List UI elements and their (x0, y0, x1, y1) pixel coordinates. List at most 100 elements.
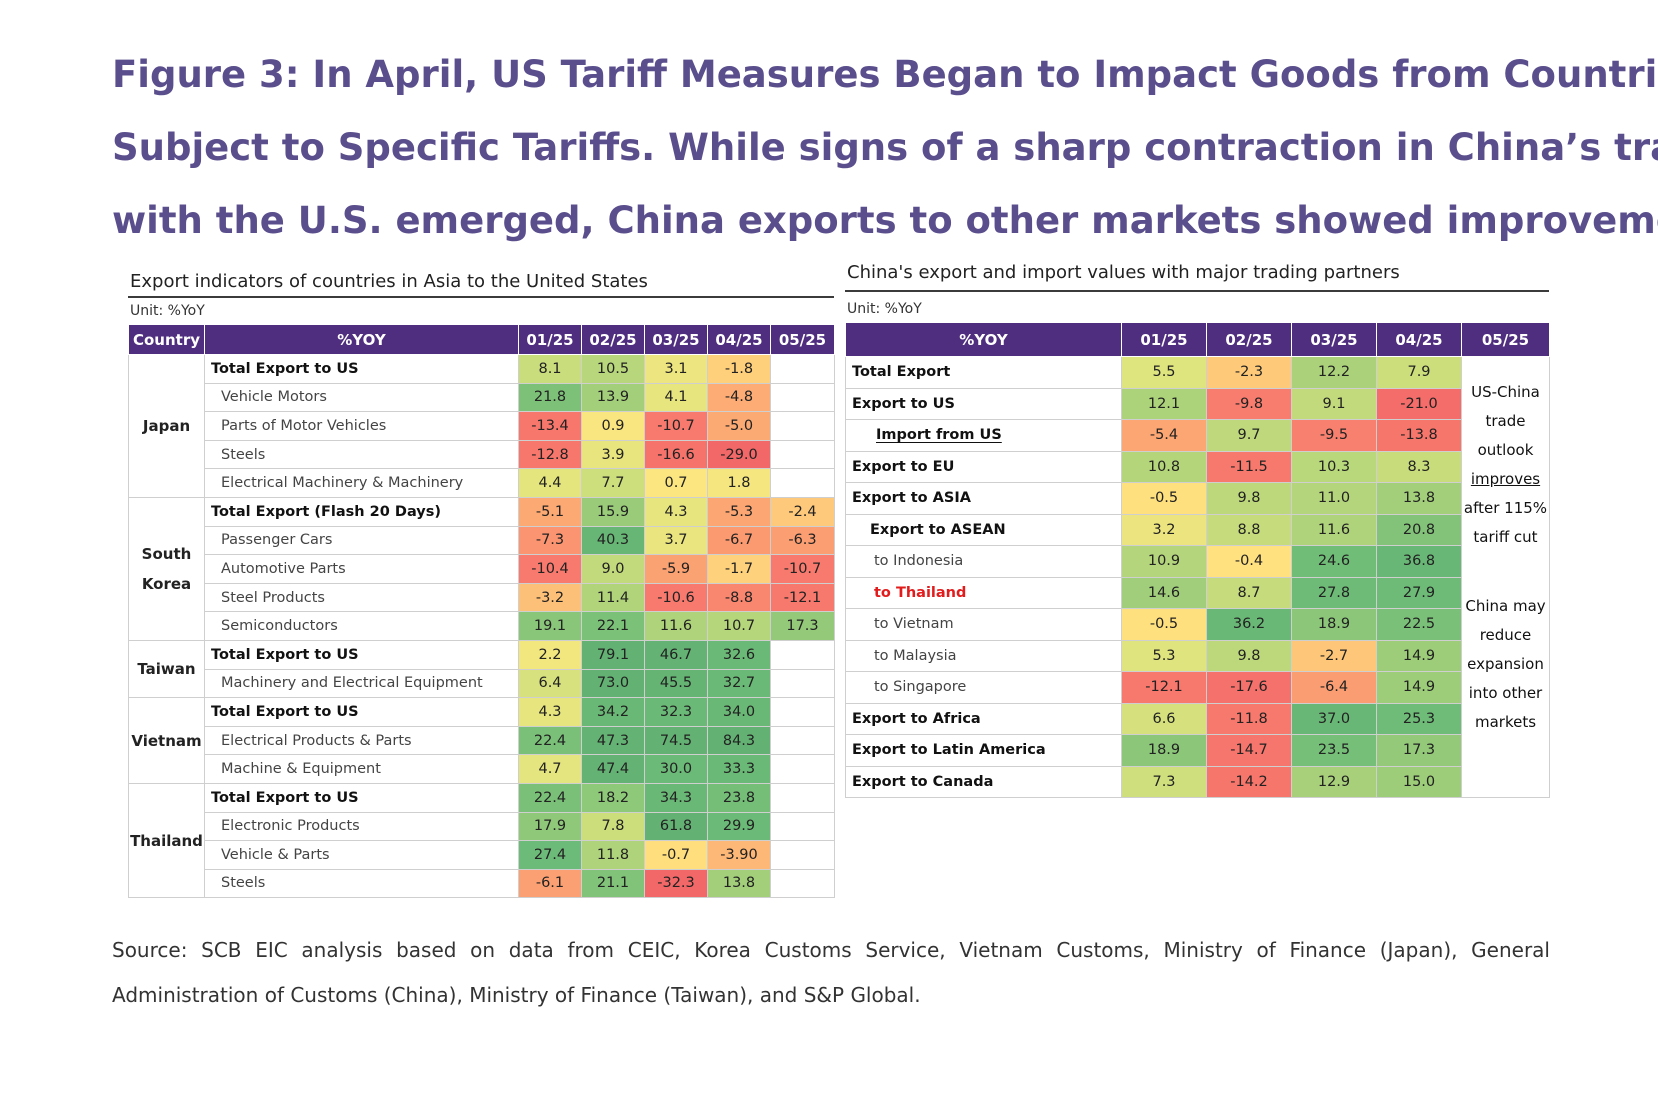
outlook-note-cell: US-China trade outlook improves after 11… (1461, 356, 1550, 798)
value-cell: -2.4 (770, 496, 835, 527)
value-cell: 22.1 (581, 611, 645, 641)
value-cell: 10.3 (1291, 450, 1377, 483)
value-cell: 45.5 (644, 668, 708, 699)
value-cell: 47.4 (581, 754, 645, 784)
value-cell: 10.5 (581, 354, 645, 384)
outlook-note-text: US-China trade outlook (1471, 382, 1540, 459)
value-cell: 3.7 (644, 525, 708, 556)
value-cell: 21.1 (581, 868, 645, 899)
value-cell: -9.5 (1291, 419, 1377, 452)
value-cell: 27.8 (1291, 576, 1377, 609)
value-cell (770, 354, 835, 384)
column-header: 03/25 (1291, 322, 1377, 357)
value-cell: 4.3 (518, 697, 582, 727)
table-row: Export to Latin America 18.9 -14.7 23.5 17.3 (845, 734, 1550, 767)
value-cell: 34.0 (707, 697, 771, 727)
title-rule (128, 296, 834, 298)
value-cell: -16.6 (644, 439, 708, 470)
value-cell: -6.7 (707, 525, 771, 556)
value-cell: 8.1 (518, 354, 582, 384)
value-cell: 7.3 (1121, 765, 1207, 798)
table-row: to Singapore -12.1 -17.6 -6.4 14.9 (845, 671, 1550, 704)
table-row: to Malaysia 5.3 9.8 -2.7 14.9 (845, 639, 1550, 672)
value-cell: 25.3 (1376, 702, 1462, 735)
table-row: Parts of Motor Vehicles -13.4 0.9 -10.7 -5.0 (129, 411, 835, 441)
value-cell: 8.7 (1206, 576, 1292, 609)
row-label: Total Export (Flash 20 Days) (204, 496, 519, 527)
row-label: Steel Products (204, 582, 519, 613)
value-cell: -6.1 (518, 868, 582, 899)
column-header: %YOY (204, 324, 519, 355)
value-cell: 6.6 (1121, 702, 1207, 735)
table-row: Export to ASIA -0.5 9.8 11.0 13.8 (845, 482, 1550, 515)
value-cell: -8.8 (707, 582, 771, 613)
asia-exports-panel: Export indicators of countries in Asia t… (128, 268, 835, 899)
value-cell (770, 439, 835, 470)
value-cell: -4.8 (707, 382, 771, 413)
value-cell: -9.8 (1206, 387, 1292, 420)
value-cell: -1.8 (707, 354, 771, 384)
outlook-note-emphasis: improves (1470, 469, 1541, 488)
value-cell: 2.2 (518, 639, 582, 670)
value-cell: -13.4 (518, 411, 582, 441)
china-trade-table: %YOY 01/25 02/25 03/25 04/25 05/25 Total Expo… (845, 322, 1550, 798)
value-cell: 36.2 (1206, 608, 1292, 641)
value-cell: 13.8 (707, 868, 771, 899)
source-note: Source: SCB EIC analysis based on data f… (112, 938, 1550, 1007)
value-cell: 33.3 (707, 754, 771, 784)
column-header: %YOY (845, 322, 1122, 357)
title-rule (845, 290, 1549, 292)
value-cell: -12.1 (1121, 671, 1207, 704)
value-cell: 4.3 (644, 496, 708, 527)
value-cell: -10.4 (518, 554, 582, 584)
column-header: 02/25 (1206, 322, 1292, 357)
value-cell: -7.3 (518, 525, 582, 556)
value-cell: 29.9 (707, 811, 771, 842)
value-cell (770, 840, 835, 870)
value-cell: -14.7 (1206, 734, 1292, 767)
asia-exports-table: Country %YOY 01/25 02/25 03/25 04/25 05/25 Jap… (128, 324, 835, 899)
value-cell: 7.7 (581, 468, 645, 498)
value-cell: -14.2 (1206, 765, 1292, 798)
table-row: Export to EU 10.8 -11.5 10.3 8.3 (845, 450, 1550, 483)
value-cell: 40.3 (581, 525, 645, 556)
value-cell: -6.3 (770, 525, 835, 556)
table-row: Electronic Products 17.9 7.8 61.8 29.9 (129, 811, 835, 842)
value-cell: -1.7 (707, 554, 771, 584)
value-cell: -0.5 (1121, 608, 1207, 641)
table-row: Thailand Total Export to US 22.4 18.2 34.3 23… (128, 782, 835, 899)
value-cell: -11.8 (1206, 702, 1292, 735)
row-label: Passenger Cars (204, 525, 519, 556)
value-cell: 36.8 (1376, 545, 1462, 578)
value-cell: -21.0 (1376, 387, 1462, 420)
table-row: Total Export 5.5 -2.3 12.2 7.9 US-China trade… (845, 356, 1550, 798)
value-cell: 14.6 (1121, 576, 1207, 609)
value-cell: 23.8 (707, 782, 771, 813)
row-label: Machine & Equipment (204, 754, 519, 784)
value-cell: 8.8 (1206, 513, 1292, 546)
value-cell: -17.6 (1206, 671, 1292, 704)
row-label: Steels (204, 439, 519, 470)
value-cell (770, 754, 835, 784)
row-label: Total Export to US (204, 639, 519, 670)
value-cell: 11.4 (581, 582, 645, 613)
value-cell: 22.4 (518, 782, 582, 813)
value-cell: 3.1 (644, 354, 708, 384)
value-cell: -2.3 (1206, 356, 1292, 389)
row-label: Total Export to US (204, 782, 519, 813)
value-cell: -0.7 (644, 840, 708, 870)
value-cell: 9.7 (1206, 419, 1292, 452)
value-cell: -10.7 (644, 411, 708, 441)
row-label: Electrical Products & Parts (204, 725, 519, 756)
value-cell (770, 868, 835, 899)
value-cell (770, 382, 835, 413)
column-header: 01/25 (518, 324, 582, 355)
row-label: to Indonesia (845, 545, 1122, 578)
figure-title: Figure 3: In April, US Tariff Measures B… (112, 38, 1658, 257)
asia-exports-table-title: Export indicators of countries in Asia t… (130, 271, 648, 292)
value-cell: -5.0 (707, 411, 771, 441)
table-row: South Korea Total Export (Flash 20 Days) -… (128, 496, 835, 641)
row-label: to Singapore (845, 671, 1122, 704)
column-header: 02/25 (581, 324, 645, 355)
value-cell: -12.1 (770, 582, 835, 613)
